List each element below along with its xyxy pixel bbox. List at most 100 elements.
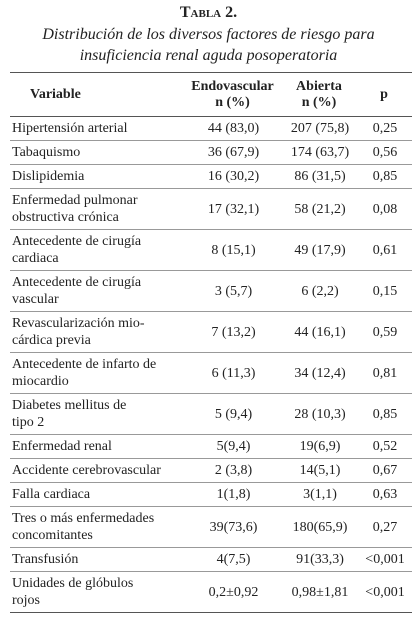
table-cell: 0,85 bbox=[372, 406, 398, 422]
table-body: Hipertensión arterial 44 (83,0) 207 (75,8)… bbox=[10, 117, 412, 613]
header-cell: Abierta n (%) bbox=[282, 73, 356, 117]
label-line: Tres o más enfermedades bbox=[12, 511, 155, 526]
table-cell: <0,001 bbox=[365, 584, 405, 600]
header-line: Variable bbox=[30, 86, 81, 102]
label-line: cardiaca bbox=[12, 251, 59, 266]
caption-line: Distribución de los diversos factores de… bbox=[42, 26, 375, 43]
table-cell: 39(73,6) bbox=[209, 519, 258, 535]
table-cell: 174 (63,7) bbox=[290, 145, 350, 160]
table-head: Variable Endovascular n (%) Abierta n (%) p bbox=[10, 72, 412, 117]
table-cell: 6 (11,3) bbox=[211, 365, 256, 381]
table-cell: 28 (10,3) bbox=[294, 406, 346, 422]
label-line: Falla cardiaca bbox=[12, 487, 91, 502]
label-line: Diabetes mellitus de bbox=[12, 398, 127, 413]
table-cell: 3 (5,7) bbox=[214, 283, 253, 299]
row-label: Dislipidemia bbox=[10, 165, 183, 189]
table-cell: 0,59 bbox=[372, 324, 398, 340]
header-line: n (%) bbox=[301, 94, 337, 110]
table-cell: 0,85 bbox=[372, 169, 398, 184]
label-line: vascular bbox=[12, 292, 59, 307]
table-row: Antecedente de infarto de miocardio 6 (11,… bbox=[10, 353, 412, 394]
table-row: Accidente cerebrovascular 2 (3,8) 14(5,1) 0… bbox=[10, 459, 412, 483]
row-label: Tabaquismo bbox=[10, 141, 183, 165]
label-line: Hipertensión arterial bbox=[12, 121, 128, 136]
table-cell: 86 (31,5) bbox=[294, 169, 346, 184]
row-label: Diabetes mellitus de tipo 2 bbox=[10, 394, 183, 435]
header-cell: p bbox=[356, 73, 412, 117]
label-line: Antecedente de cirugía bbox=[12, 275, 142, 290]
table-cell: 7 (13,2) bbox=[211, 324, 256, 340]
label-line: Enfermedad renal bbox=[12, 439, 112, 454]
table-cell: 16 (30,2) bbox=[207, 169, 260, 184]
label-line: cárdica previa bbox=[12, 333, 91, 348]
table-cell: 180(65,9) bbox=[292, 519, 348, 535]
table-cell: 207 (75,8) bbox=[290, 121, 350, 136]
table-cell: 58 (21,2) bbox=[294, 201, 346, 217]
table-row: Tabaquismo 36 (67,9) 174 (63,7) 0,56 bbox=[10, 141, 412, 165]
header-line: n (%) bbox=[215, 94, 250, 110]
table-row: Falla cardiaca 1(1,8) 3(1,1) 0,63 bbox=[10, 483, 412, 507]
table-row: Antecedente de cirugía vascular 3 (5,7) 6 (… bbox=[10, 271, 412, 312]
table-row: Revascularización mio-cárdica previa 7 (1… bbox=[10, 312, 412, 353]
header-cell: Variable bbox=[10, 73, 183, 117]
table-row: Transfusión 4(7,5) 91(33,3) <0,001 bbox=[10, 548, 412, 572]
header-cell: Endovascular n (%) bbox=[183, 73, 282, 117]
table-cell: 49 (17,9) bbox=[294, 242, 346, 258]
table-cell: 44 (83,0) bbox=[207, 121, 260, 136]
row-label: Unidades de glóbulos rojos bbox=[10, 572, 183, 613]
table-row: Enfermedad renal 5(9,4) 19(6,9) 0,52 bbox=[10, 435, 412, 459]
table-cell: <0,001 bbox=[365, 552, 405, 567]
row-label: Revascularización mio-cárdica previa bbox=[10, 312, 183, 353]
table-cell: 0,67 bbox=[372, 463, 398, 478]
table-cell: 8 (15,1) bbox=[211, 242, 256, 258]
label-line: miocardio bbox=[12, 374, 69, 389]
table-cell: 0,25 bbox=[372, 121, 398, 136]
table-row: Antecedente de cirugía cardiaca 8 (15,1) 49… bbox=[10, 230, 412, 271]
table-row: Dislipidemia 16 (30,2) 86 (31,5) 0,85 bbox=[10, 165, 412, 189]
table-cell: 14(5,1) bbox=[299, 463, 341, 478]
label-line: rojos bbox=[12, 593, 40, 608]
row-label: Enfermedad pulmonar obstructiva crónica bbox=[10, 189, 183, 230]
page: Tabla 2. Distribución de los diversos fa… bbox=[0, 4, 417, 644]
label-line: tipo 2 bbox=[12, 415, 45, 430]
table-cell: 17 (32,1) bbox=[207, 201, 260, 217]
table-cell: 5(9,4) bbox=[216, 439, 251, 454]
data-table: Variable Endovascular n (%) Abierta n (%) p H… bbox=[10, 72, 412, 613]
table-cell: 5 (9,4) bbox=[214, 406, 253, 422]
table-title: Tabla 2. bbox=[179, 4, 238, 21]
label-line: Unidades de glóbulos bbox=[12, 576, 134, 591]
row-label: Antecedente de cirugía cardiaca bbox=[10, 230, 183, 271]
table-cell: 6 (2,2) bbox=[301, 283, 339, 299]
table-cell: 0,27 bbox=[372, 519, 398, 535]
table-cell: 0,81 bbox=[372, 365, 398, 381]
table-caption: Distribución de los diversos factores de… bbox=[0, 24, 417, 66]
table-cell: 2 (3,8) bbox=[214, 463, 253, 478]
table-cell: 0,63 bbox=[372, 487, 398, 502]
table-cell: 36 (67,9) bbox=[207, 145, 260, 160]
table-cell: 0,2±0,92 bbox=[208, 584, 259, 600]
label-line: Antecedente de infarto de bbox=[12, 357, 157, 372]
header-line: Abierta bbox=[296, 78, 342, 94]
table-cell: 0,56 bbox=[372, 145, 398, 160]
table-cell: 1(1,8) bbox=[216, 487, 251, 502]
header-line: Endovascular bbox=[191, 78, 274, 94]
label-line: obstructiva crónica bbox=[12, 210, 119, 225]
table-cell: 0,52 bbox=[372, 439, 398, 454]
row-label: Antecedente de cirugía vascular bbox=[10, 271, 183, 312]
table-cell: 91(33,3) bbox=[296, 552, 344, 567]
label-line: Dislipidemia bbox=[12, 169, 85, 184]
row-label: Transfusión bbox=[10, 548, 183, 572]
label-line: Revascularización mio- bbox=[12, 316, 145, 331]
row-label: Antecedente de infarto de miocardio bbox=[10, 353, 183, 394]
row-label: Enfermedad renal bbox=[10, 435, 183, 459]
table-row: Diabetes mellitus de tipo 2 5 (9,4) 28 (10,… bbox=[10, 394, 412, 435]
table-cell: 19(6,9) bbox=[299, 439, 341, 454]
table-cell: 0,98±1,81 bbox=[291, 584, 349, 600]
table-row: Hipertensión arterial 44 (83,0) 207 (75,8)… bbox=[10, 117, 412, 141]
row-label: Falla cardiaca bbox=[10, 483, 183, 507]
table-cell: 3(1,1) bbox=[303, 487, 337, 502]
table-cell: 44 (16,1) bbox=[294, 324, 346, 340]
row-label: Hipertensión arterial bbox=[10, 117, 183, 141]
label-line: Transfusión bbox=[12, 552, 79, 567]
caption-line: insuficiencia renal aguda posoperatoria bbox=[79, 47, 338, 64]
